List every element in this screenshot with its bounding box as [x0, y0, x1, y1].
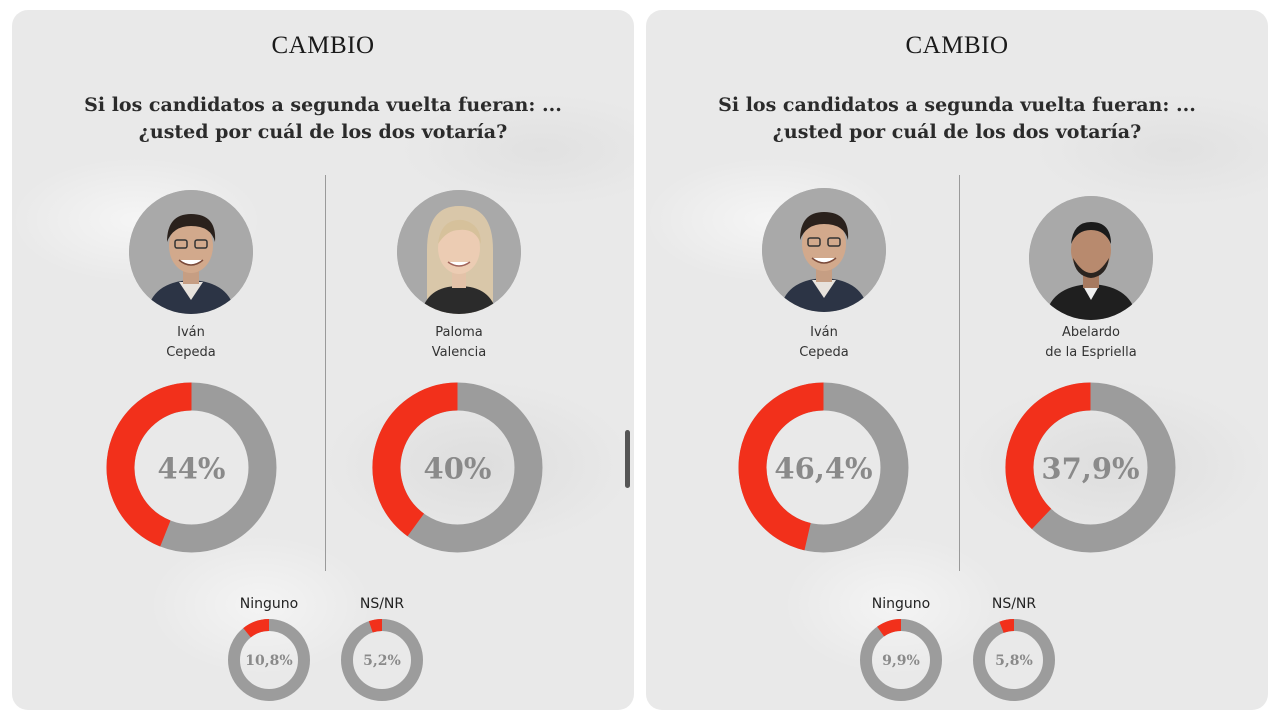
donut-value-label: 46,4% [774, 452, 872, 486]
candidate-2-name-line-1: Abelardo [1061, 325, 1121, 340]
candidate-1-name-line-2: Cepeda [166, 345, 216, 360]
candidate-2-donut: 40% [372, 382, 543, 553]
column-divider [959, 175, 960, 571]
poll-panel-left: CAMBIO Si los candidatos a segunda vuelt… [12, 10, 634, 710]
donut-value-arc [368, 619, 383, 633]
donut-value-label: 5,2% [363, 653, 401, 669]
other-nsnr-label: NS/NR [359, 596, 405, 612]
brand-logo: CAMBIO [271, 32, 375, 59]
donut-value-label: 37,9% [1041, 452, 1139, 486]
question-title: Si los candidatos a segunda vuelta fuera… [646, 92, 1268, 146]
donut-value-label: 40% [424, 452, 492, 486]
candidate-1-donut: 44% [106, 382, 277, 553]
donut-value-label: 9,9% [882, 653, 920, 669]
other-ninguno-donut: 10,8% [228, 619, 310, 701]
column-divider [325, 175, 326, 571]
donut-value-label: 10,8% [245, 653, 292, 669]
poll-panel-right: CAMBIO Si los candidatos a segunda vuelt… [646, 10, 1268, 710]
candidate-1-name-line-2: Cepeda [799, 345, 849, 360]
donut-value-arc [1005, 382, 1092, 530]
question-line-2: ¿usted por cuál de los dos votaría? [772, 121, 1142, 143]
candidate-1-donut: 46,4% [738, 382, 909, 553]
candidate-1-name: Iván Cepeda [91, 323, 291, 363]
candidate-2-name: Paloma Valencia [359, 323, 559, 363]
other-nsnr-donut: 5,2% [341, 619, 423, 701]
brand-logo: CAMBIO [905, 32, 1009, 59]
donut-value-arc [106, 382, 193, 547]
other-nsnr-donut: 5,8% [973, 619, 1055, 701]
candidate-2-photo [1029, 196, 1153, 320]
donut-value-arc [243, 619, 270, 638]
candidate-2-name-line-1: Paloma [435, 325, 483, 340]
scrollbar-thumb[interactable] [625, 430, 630, 488]
donut-value-arc [738, 382, 824, 551]
donut-value-label: 5,8% [995, 653, 1033, 669]
donut-value-arc [877, 619, 902, 637]
candidate-1-name-line-1: Iván [810, 325, 838, 340]
other-ninguno-label: Ninguno [239, 596, 299, 612]
candidate-1-name: Iván Cepeda [724, 323, 924, 363]
candidate-1-name-line-1: Iván [177, 325, 205, 340]
candidate-2-photo [397, 190, 521, 314]
donut-value-label: 44% [158, 452, 226, 486]
candidate-1-photo [762, 188, 886, 312]
other-ninguno-donut: 9,9% [860, 619, 942, 701]
donut-value-arc [999, 619, 1015, 633]
other-ninguno-label: Ninguno [871, 596, 931, 612]
question-line-1: Si los candidatos a segunda vuelta fuera… [718, 94, 1196, 116]
other-nsnr-label: NS/NR [991, 596, 1037, 612]
candidate-2-name-line-2: de la Espriella [1045, 345, 1137, 360]
question-line-1: Si los candidatos a segunda vuelta fuera… [84, 94, 562, 116]
candidate-1-photo [129, 190, 253, 314]
candidate-2-name-line-2: Valencia [431, 345, 487, 360]
candidate-2-name: Abelardo de la Espriella [991, 323, 1191, 363]
candidate-2-donut: 37,9% [1005, 382, 1176, 553]
question-line-2: ¿usted por cuál de los dos votaría? [138, 121, 508, 143]
donut-value-arc [372, 382, 459, 537]
question-title: Si los candidatos a segunda vuelta fuera… [12, 92, 634, 146]
